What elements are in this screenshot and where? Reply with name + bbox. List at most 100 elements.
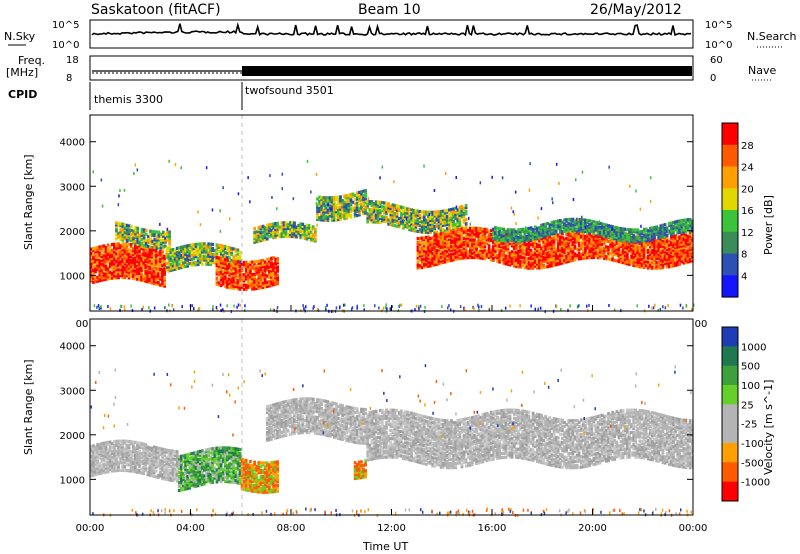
- data-cell: [443, 260, 447, 264]
- data-cell: [232, 257, 236, 261]
- data-cell: [94, 266, 97, 270]
- data-cell: [462, 220, 466, 224]
- data-cell: [263, 268, 267, 272]
- data-cell: [422, 244, 426, 248]
- data-cell: [171, 250, 175, 254]
- data-cell: [305, 231, 309, 235]
- data-cell: [207, 250, 210, 254]
- data-cell: [129, 270, 133, 274]
- data-cell: [479, 229, 483, 233]
- data-cell: [579, 231, 583, 235]
- data-cell: [496, 248, 499, 252]
- speckle-cell: [379, 176, 381, 180]
- data-cell: [422, 220, 426, 224]
- data-cell: [255, 280, 259, 284]
- data-cell: [686, 238, 690, 243]
- data-cell: [569, 231, 573, 236]
- data-cell: [259, 286, 263, 290]
- data-cell: [445, 250, 449, 254]
- data-cell: [464, 234, 468, 238]
- speckle-cell: [558, 181, 560, 185]
- data-cell: [523, 248, 527, 252]
- data-cell: [569, 255, 573, 259]
- data-cell: [157, 261, 160, 265]
- data-cell: [559, 256, 562, 260]
- data-cell: [127, 232, 131, 236]
- data-cell: [228, 256, 231, 260]
- data-cell: [330, 208, 334, 212]
- data-cell: [636, 262, 640, 266]
- date-title: 26/May/2012: [590, 2, 682, 18]
- data-cell: [138, 262, 141, 266]
- data-cell: [458, 251, 462, 255]
- data-cell: [155, 234, 159, 238]
- data-cell: [445, 234, 449, 238]
- data-cell: [600, 238, 604, 243]
- data-cell: [372, 206, 376, 210]
- data-cell: [502, 246, 506, 250]
- data-cell: [504, 254, 508, 258]
- data-cell: [529, 256, 533, 260]
- data-cell: [257, 274, 261, 278]
- data-cell: [146, 260, 150, 264]
- data-cell: [188, 243, 192, 247]
- data-cell: [466, 236, 470, 240]
- data-cell: [167, 269, 171, 273]
- data-cell: [102, 260, 106, 264]
- data-cell: [90, 253, 93, 257]
- data-cell: [556, 245, 560, 249]
- data-cell: [226, 255, 229, 259]
- data-cell: [234, 258, 238, 262]
- data-cell: [496, 240, 499, 244]
- data-cell: [617, 244, 621, 248]
- data-cell: [512, 246, 516, 250]
- data-cell: [153, 242, 157, 246]
- data-cell: [628, 258, 631, 262]
- data-cell: [448, 231, 451, 236]
- data-cell: [642, 261, 646, 266]
- data-cell: [175, 256, 179, 261]
- data-cell: [383, 217, 386, 221]
- data-cell: [420, 265, 424, 269]
- data-cell: [125, 254, 129, 258]
- data-cell: [253, 262, 256, 266]
- data-cell: [311, 227, 315, 231]
- data-cell: [527, 241, 531, 245]
- data-cell: [542, 258, 545, 262]
- data-cell: [106, 243, 110, 247]
- data-cell: [471, 246, 474, 250]
- data-cell: [487, 244, 491, 248]
- data-cell: [425, 230, 428, 234]
- data-cell: [272, 262, 275, 266]
- data-cell: [92, 249, 95, 253]
- data-cell: [448, 235, 451, 239]
- data-cell: [196, 242, 200, 246]
- data-cell: [166, 230, 169, 234]
- data-cell: [364, 211, 367, 215]
- speckle-cell: [415, 304, 418, 308]
- data-cell: [433, 259, 437, 263]
- data-cell: [533, 264, 537, 268]
- data-cell: [603, 243, 606, 247]
- data-cell: [546, 253, 550, 257]
- data-cell: [244, 260, 248, 264]
- data-cell: [108, 255, 112, 259]
- data-cell: [636, 264, 640, 268]
- data-cell: [439, 257, 443, 261]
- data-cell: [548, 262, 552, 266]
- data-cell: [119, 250, 122, 254]
- data-cell: [339, 199, 342, 203]
- data-cell: [272, 270, 275, 274]
- speckle-cell: [509, 304, 511, 308]
- data-cell: [544, 251, 547, 255]
- data-cell: [408, 228, 411, 232]
- data-cell: [154, 248, 158, 252]
- data-cell: [674, 244, 677, 248]
- data-cell: [471, 230, 474, 234]
- data-cell: [550, 246, 554, 250]
- data-cell: [343, 217, 346, 221]
- data-cell: [448, 247, 451, 251]
- data-cell: [399, 205, 403, 209]
- data-cell: [395, 204, 399, 208]
- data-cell: [232, 247, 236, 251]
